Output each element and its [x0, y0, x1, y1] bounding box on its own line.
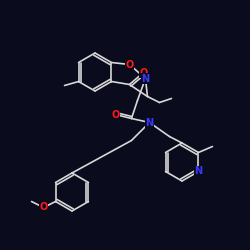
Text: O: O: [139, 68, 147, 78]
Text: O: O: [111, 110, 120, 120]
Text: O: O: [40, 202, 48, 212]
Text: N: N: [146, 118, 154, 128]
Text: N: N: [142, 74, 150, 84]
Text: N: N: [194, 166, 202, 176]
Text: O: O: [125, 60, 134, 70]
